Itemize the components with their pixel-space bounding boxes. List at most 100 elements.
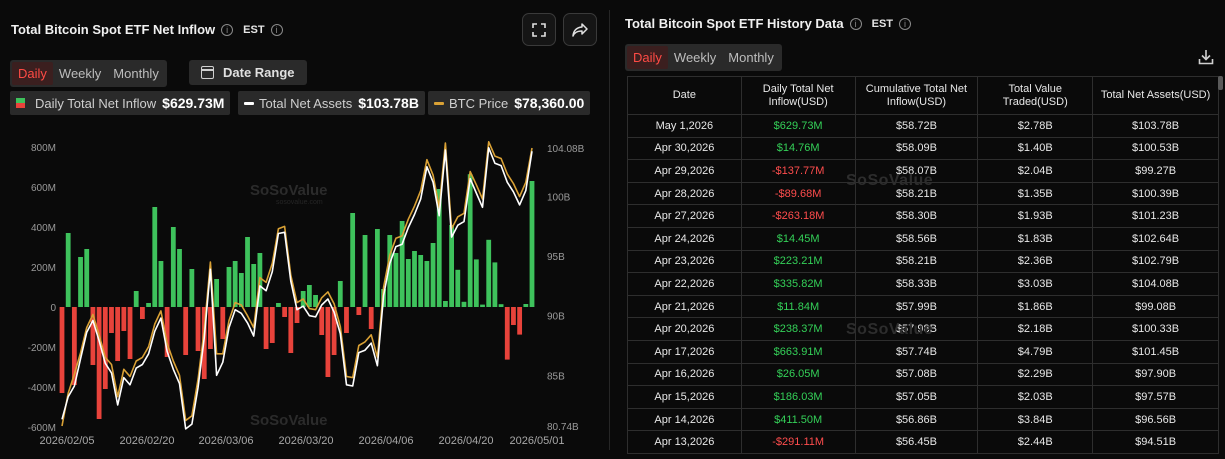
y-axis-right-tick: 95B: [547, 252, 565, 263]
table-row[interactable]: May 1,2026 $629.73M $58.72B $2.78B $103.78B: [627, 114, 1219, 138]
inflow-bar: [486, 239, 492, 307]
col-date[interactable]: Date: [627, 76, 742, 115]
inflow-bar: [387, 235, 393, 307]
col-cumulative-inflow[interactable]: Cumulative Total Net Inflow(USD): [854, 76, 979, 115]
inflow-bar: [121, 307, 127, 331]
legend-total-net-assets[interactable]: Total Net Assets $103.78B: [238, 91, 425, 115]
cell-value-traded: $1.40B: [977, 136, 1094, 161]
legend-btc-price[interactable]: BTC Price $78,360.00: [428, 91, 591, 115]
inflow-bar: [399, 221, 405, 307]
table-row[interactable]: Apr 21,2026 $11.84M $57.99B $1.86B $99.08B: [627, 294, 1219, 319]
inflow-bar: [511, 307, 516, 325]
cell-date: Apr 28,2026: [627, 181, 742, 206]
cell-net-assets: $97.57B: [1092, 385, 1219, 409]
legend-value: $78,360.00: [514, 95, 585, 111]
x-axis-tick: 2026/03/06: [198, 435, 253, 447]
inflow-bar: [424, 261, 430, 307]
inflow-bar: [164, 307, 170, 357]
table-row[interactable]: Apr 27,2026 -$263.18M $58.30B $1.93B $101.23…: [627, 204, 1219, 228]
inflow-bar: [418, 255, 424, 307]
share-icon: [572, 22, 588, 37]
inflow-bar: [467, 174, 473, 307]
table-row[interactable]: Apr 17,2026 $663.91M $57.74B $4.79B $101.45B: [627, 339, 1219, 364]
inflow-bar: [331, 307, 337, 355]
net-inflow-title: Total Bitcoin Spot ETF Net Inflow i EST …: [11, 22, 283, 37]
history-tab-daily[interactable]: Daily: [627, 46, 668, 69]
history-tab-monthly[interactable]: Monthly: [728, 50, 774, 65]
legend-label: Daily Total Net Inflow: [35, 95, 157, 111]
table-row[interactable]: Apr 13,2026 -$291.11M $56.45B $2.44B $94.51B: [627, 430, 1219, 454]
inflow-bar: [115, 307, 121, 361]
fullscreen-button[interactable]: [522, 13, 556, 46]
cell-daily-net-inflow: -$263.18M: [740, 204, 856, 228]
cell-cumulative-inflow: $57.08B: [854, 362, 979, 387]
inflow-bar: [238, 273, 244, 307]
inflow-bar: [294, 307, 300, 323]
cell-net-assets: $102.79B: [1092, 249, 1219, 274]
cell-daily-net-inflow: $629.73M: [740, 114, 856, 138]
info-icon[interactable]: i: [221, 23, 234, 36]
legend-value: $629.73M: [162, 95, 225, 111]
legend-value: $103.78B: [358, 95, 419, 111]
download-icon[interactable]: [1197, 48, 1215, 66]
inflow-bar: [356, 307, 362, 315]
timezone-info-icon[interactable]: i: [270, 23, 283, 36]
table-row[interactable]: Apr 15,2026 $186.03M $57.05B $2.03B $97.57B: [627, 385, 1219, 409]
cell-net-assets: $99.27B: [1092, 159, 1219, 183]
cell-cumulative-inflow: $58.09B: [854, 136, 979, 161]
table-row[interactable]: Apr 16,2026 $26.05M $57.08B $2.29B $97.90B: [627, 362, 1219, 387]
inflow-bar: [59, 307, 65, 393]
inflow-bar: [195, 307, 201, 351]
cell-value-traded: $4.79B: [977, 339, 1094, 364]
table-row[interactable]: Apr 29,2026 -$137.77M $58.07B $2.04B $99.27B: [627, 159, 1219, 183]
col-net-assets[interactable]: Total Net Assets(USD): [1092, 76, 1219, 115]
cell-net-assets: $100.53B: [1092, 136, 1219, 161]
history-tab-weekly[interactable]: Weekly: [673, 50, 717, 65]
cell-date: Apr 20,2026: [627, 317, 742, 341]
share-button[interactable]: [563, 13, 597, 46]
cell-net-assets: $99.08B: [1092, 294, 1219, 319]
inflow-bar: [152, 207, 158, 307]
col-daily-net-inflow[interactable]: Daily Total Net Inflow(USD): [740, 76, 856, 115]
timezone-label: EST: [243, 23, 265, 36]
table-scrollbar[interactable]: [1218, 76, 1223, 90]
timezone-label: EST: [871, 17, 894, 30]
tab-weekly[interactable]: Weekly: [58, 66, 102, 81]
tab-monthly[interactable]: Monthly: [113, 66, 159, 81]
timezone-info-icon[interactable]: i: [899, 17, 912, 30]
cell-value-traded: $1.35B: [977, 181, 1094, 206]
cell-daily-net-inflow: $14.45M: [740, 226, 856, 251]
cell-daily-net-inflow: $11.84M: [740, 294, 856, 319]
inflow-bar: [177, 249, 182, 307]
table-row[interactable]: Apr 22,2026 $335.82M $58.33B $3.03B $104.08B: [627, 272, 1219, 296]
cell-cumulative-inflow: $56.86B: [854, 407, 979, 432]
inflow-bar: [263, 307, 269, 349]
table-row[interactable]: Apr 30,2026 $14.76M $58.09B $1.40B $100.53B: [627, 136, 1219, 161]
x-axis-tick: 2026/04/06: [358, 435, 413, 447]
inflow-bar: [127, 307, 133, 359]
y-axis-left-tick: 800M: [31, 143, 56, 154]
table-row[interactable]: Apr 14,2026 $411.50M $56.86B $3.84B $96.56B: [627, 407, 1219, 432]
inflow-bar: [306, 285, 312, 307]
table-row[interactable]: Apr 28,2026 -$89.68M $58.21B $1.35B $100.39B: [627, 181, 1219, 206]
y-axis-left-tick: -400M: [28, 383, 56, 394]
inflow-bar: [109, 307, 114, 333]
table-row[interactable]: Apr 24,2026 $14.45M $58.56B $1.83B $102.64B: [627, 226, 1219, 251]
table-row[interactable]: Apr 20,2026 $238.37M $57.98B $2.18B $100.33B: [627, 317, 1219, 341]
date-range-label: Date Range: [223, 65, 295, 80]
info-icon[interactable]: i: [849, 17, 862, 30]
col-value-traded[interactable]: Total Value Traded(USD): [977, 76, 1094, 115]
x-axis-tick: 2026/05/01: [509, 435, 564, 447]
y-axis-right-tick: 85B: [547, 371, 565, 382]
tab-daily[interactable]: Daily: [12, 62, 53, 85]
inflow-bar: [405, 259, 411, 307]
table-row[interactable]: Apr 23,2026 $223.21M $58.21B $2.36B $102.79B: [627, 249, 1219, 274]
y-axis-right-tick: 90B: [547, 312, 565, 323]
date-range-button[interactable]: Date Range: [189, 60, 307, 85]
fullscreen-icon: [532, 22, 546, 37]
line-swatch-icon: [244, 101, 254, 105]
cell-date: Apr 23,2026: [627, 249, 742, 274]
legend-net-inflow[interactable]: Daily Total Net Inflow $629.73M: [10, 91, 231, 115]
inflow-bar: [362, 235, 368, 307]
